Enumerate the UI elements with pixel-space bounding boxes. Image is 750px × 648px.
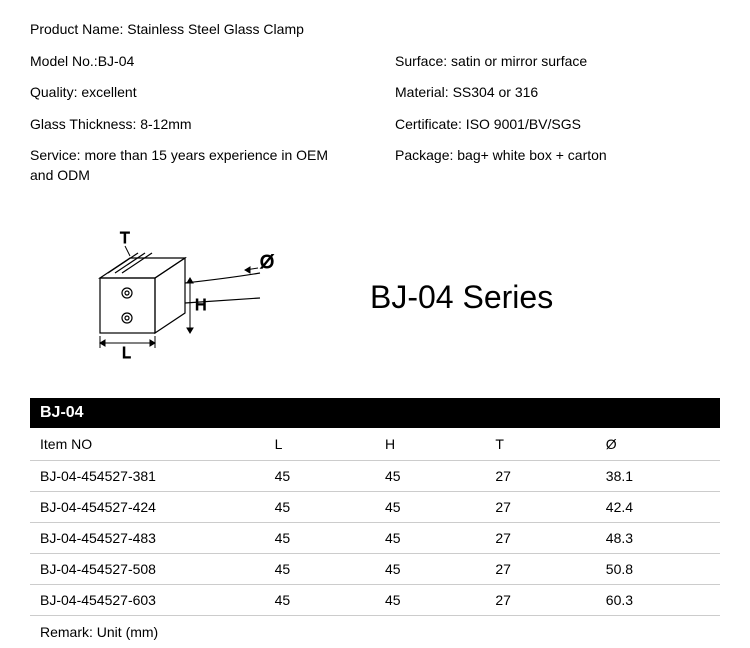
col-header: T: [485, 428, 595, 461]
dim-label-l: L: [122, 345, 131, 362]
specs-left-column: Product Name: Stainless Steel Glass Clam…: [30, 20, 355, 198]
col-header: Ø: [596, 428, 720, 461]
table-row: BJ-04-454527-50845452750.8: [30, 553, 720, 584]
table-cell: 27: [485, 522, 595, 553]
table-cell: 45: [265, 522, 375, 553]
dim-label-diameter: Ø: [260, 252, 274, 272]
spec-item: Product Name: Stainless Steel Glass Clam…: [30, 20, 355, 40]
col-header: H: [375, 428, 485, 461]
col-header: L: [265, 428, 375, 461]
specs-right-column: Surface: satin or mirror surface Materia…: [395, 20, 720, 198]
spec-item: Service: more than 15 years experience i…: [30, 146, 355, 185]
table-cell: 45: [375, 553, 485, 584]
table-cell: BJ-04-454527-483: [30, 522, 265, 553]
diagram-section: T Ø H L BJ-04 Series: [30, 228, 720, 368]
table-cell: 45: [265, 553, 375, 584]
spec-item: Material: SS304 or 316: [395, 83, 720, 103]
table-title-bar: BJ-04: [30, 398, 720, 428]
col-header: Item NO: [30, 428, 265, 461]
spec-item: Certificate: ISO 9001/BV/SGS: [395, 115, 720, 135]
table-row: BJ-04-454527-60345452760.3: [30, 584, 720, 615]
table-cell: 45: [375, 460, 485, 491]
table-cell: 48.3: [596, 522, 720, 553]
table-cell: 50.8: [596, 553, 720, 584]
table-cell: 45: [265, 584, 375, 615]
table-cell: 27: [485, 553, 595, 584]
table-cell: 27: [485, 584, 595, 615]
dimensions-table: Item NO L H T Ø BJ-04-454527-38145452738…: [30, 428, 720, 616]
spec-item: [395, 20, 720, 40]
table-cell: 45: [375, 522, 485, 553]
table-row: BJ-04-454527-48345452748.3: [30, 522, 720, 553]
specs-section: Product Name: Stainless Steel Glass Clam…: [30, 20, 720, 198]
table-header-row: Item NO L H T Ø: [30, 428, 720, 461]
table-cell: 45: [265, 460, 375, 491]
technical-drawing: T Ø H L: [30, 228, 310, 368]
table-cell: BJ-04-454527-508: [30, 553, 265, 584]
spec-item: Glass Thickness: 8-12mm: [30, 115, 355, 135]
table-cell: 27: [485, 491, 595, 522]
table-cell: 42.4: [596, 491, 720, 522]
table-cell: 60.3: [596, 584, 720, 615]
table-cell: 45: [375, 491, 485, 522]
table-cell: BJ-04-454527-381: [30, 460, 265, 491]
table-cell: 45: [375, 584, 485, 615]
table-row: BJ-04-454527-42445452742.4: [30, 491, 720, 522]
clamp-diagram-svg: T Ø H L: [30, 228, 310, 368]
table-cell: 38.1: [596, 460, 720, 491]
table-row: BJ-04-454527-38145452738.1: [30, 460, 720, 491]
series-title: BJ-04 Series: [370, 279, 553, 316]
dim-label-h: H: [195, 297, 207, 314]
table-cell: 27: [485, 460, 595, 491]
table-cell: 45: [265, 491, 375, 522]
spec-item: Package: bag+ white box + carton: [395, 146, 720, 166]
table-cell: BJ-04-454527-424: [30, 491, 265, 522]
spec-item: Surface: satin or mirror surface: [395, 52, 720, 72]
dim-label-t: T: [120, 230, 130, 247]
spec-item: Model No.:BJ-04: [30, 52, 355, 72]
spec-item: Quality: excellent: [30, 83, 355, 103]
table-cell: BJ-04-454527-603: [30, 584, 265, 615]
table-remark: Remark: Unit (mm): [30, 616, 720, 648]
table-body: BJ-04-454527-38145452738.1BJ-04-454527-4…: [30, 460, 720, 615]
